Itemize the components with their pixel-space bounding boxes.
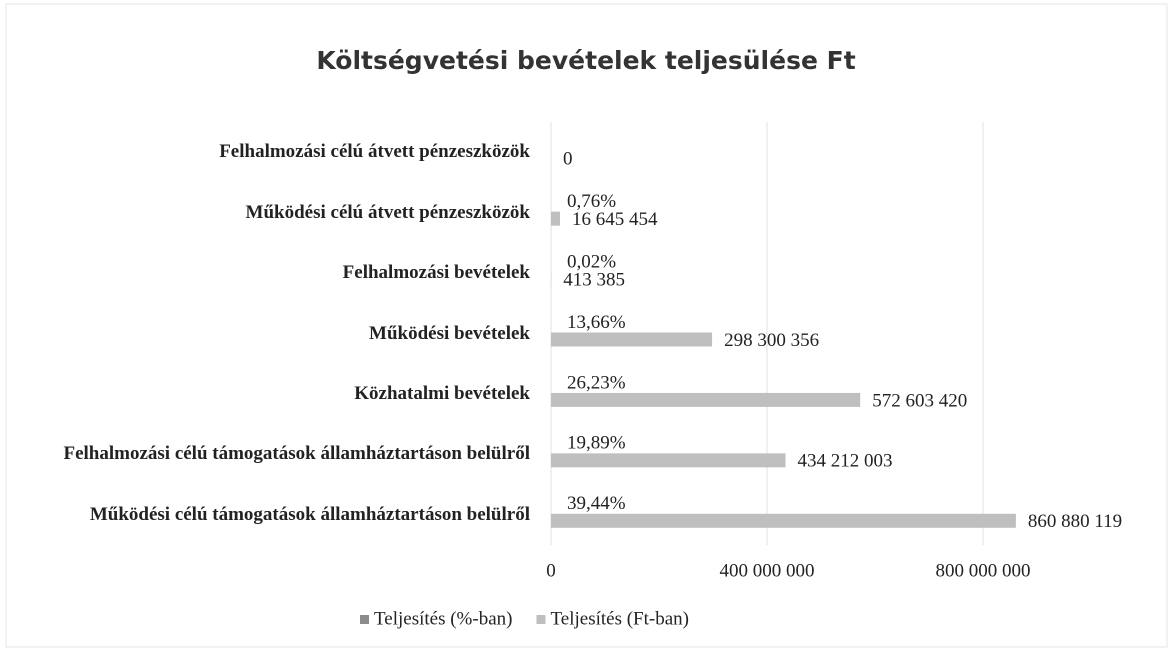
category-label: Felhalmozási célú átvett pénzeszközök bbox=[219, 141, 530, 163]
category-label: Felhalmozási célú támogatások államházta… bbox=[63, 443, 530, 465]
category-label: Közhatalmi bevételek bbox=[354, 382, 530, 404]
data-label: 434 212 003 bbox=[797, 451, 892, 472]
data-label: 860 880 119 bbox=[1028, 511, 1122, 532]
bar bbox=[551, 453, 786, 468]
category-label: Felhalmozási bevételek bbox=[342, 262, 530, 284]
category-label: Működési célú átvett pénzeszközök bbox=[245, 201, 530, 223]
legend-swatch bbox=[360, 615, 369, 624]
data-label: 298 300 356 bbox=[724, 330, 819, 351]
data-label: 13,66% bbox=[567, 312, 626, 333]
bar bbox=[551, 332, 713, 347]
bar bbox=[551, 513, 1016, 528]
chart-title: Költségvetési bevételek teljesülése Ft bbox=[316, 46, 855, 75]
chart-frame bbox=[5, 3, 1168, 648]
legend-label: Teljesítés (Ft-ban) bbox=[550, 608, 689, 629]
bar bbox=[551, 392, 861, 407]
data-label: 0,76% bbox=[567, 191, 616, 212]
bar bbox=[551, 211, 560, 226]
x-tick-label: 800 000 000 bbox=[936, 560, 1031, 581]
category-label: Működési bevételek bbox=[369, 322, 530, 344]
x-tick-label: 0 bbox=[546, 560, 556, 581]
data-label: 26,23% bbox=[567, 372, 626, 393]
category-label: Működési célú támogatások államháztartás… bbox=[89, 503, 530, 525]
legend-swatch bbox=[536, 615, 546, 624]
data-label: 16 645 454 bbox=[572, 209, 658, 230]
data-label: 413 385 bbox=[563, 269, 625, 290]
data-label: 572 603 420 bbox=[872, 390, 967, 411]
data-label: 39,44% bbox=[567, 493, 626, 514]
data-label: 0,02% bbox=[567, 251, 616, 272]
data-label: 0 bbox=[563, 149, 573, 170]
data-label: 19,89% bbox=[567, 433, 626, 454]
x-tick-label: 400 000 000 bbox=[720, 560, 815, 581]
legend-label: Teljesítés (%-ban) bbox=[374, 608, 512, 629]
